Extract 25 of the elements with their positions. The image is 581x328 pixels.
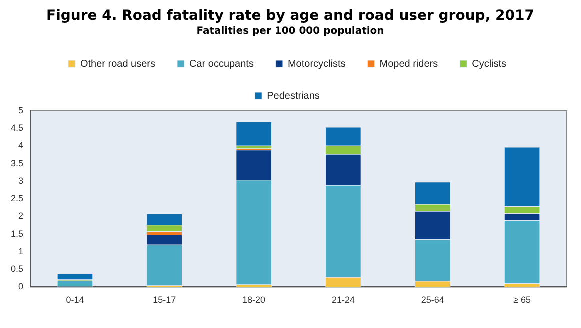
y-tick-label: 0 [18, 282, 24, 292]
y-tick-label: 2.5 [10, 194, 24, 204]
chart-subtitle: Fatalities per 100 000 population [196, 26, 386, 37]
y-tick-label: 4 [18, 140, 24, 151]
legend-label: Other road users [80, 58, 156, 70]
x-tick-label: 21-24 [332, 295, 355, 306]
legend-label: Moped riders [380, 58, 438, 70]
y-tick-label: 0.5 [10, 264, 24, 274]
y-tick-label: 1.5 [10, 228, 24, 239]
y-tick-label: 4.5 [10, 123, 24, 134]
legend-label: Motorcyclists [288, 58, 346, 70]
legend-label: Cyclists [472, 58, 507, 70]
y-tick-label: 5 [18, 105, 24, 116]
x-tick-label: 18-20 [242, 295, 266, 306]
legend-label: Pedestrians [267, 90, 320, 102]
y-tick-label: 1 [18, 246, 24, 256]
x-tick-label: ≥ 65 [514, 295, 532, 306]
chart-title: Figure 4. Road fatality rate by age and road user group, 2017 [46, 8, 536, 24]
y-tick-label: 3.5 [10, 158, 24, 168]
x-tick-label: 15-17 [153, 295, 176, 306]
y-tick-label: 2 [18, 211, 24, 222]
legend-label: Car occupants [189, 58, 254, 70]
y-tick-label: 3 [18, 176, 24, 186]
x-tick-label: 25-64 [421, 295, 444, 306]
x-tick-label: 0-14 [66, 295, 84, 306]
